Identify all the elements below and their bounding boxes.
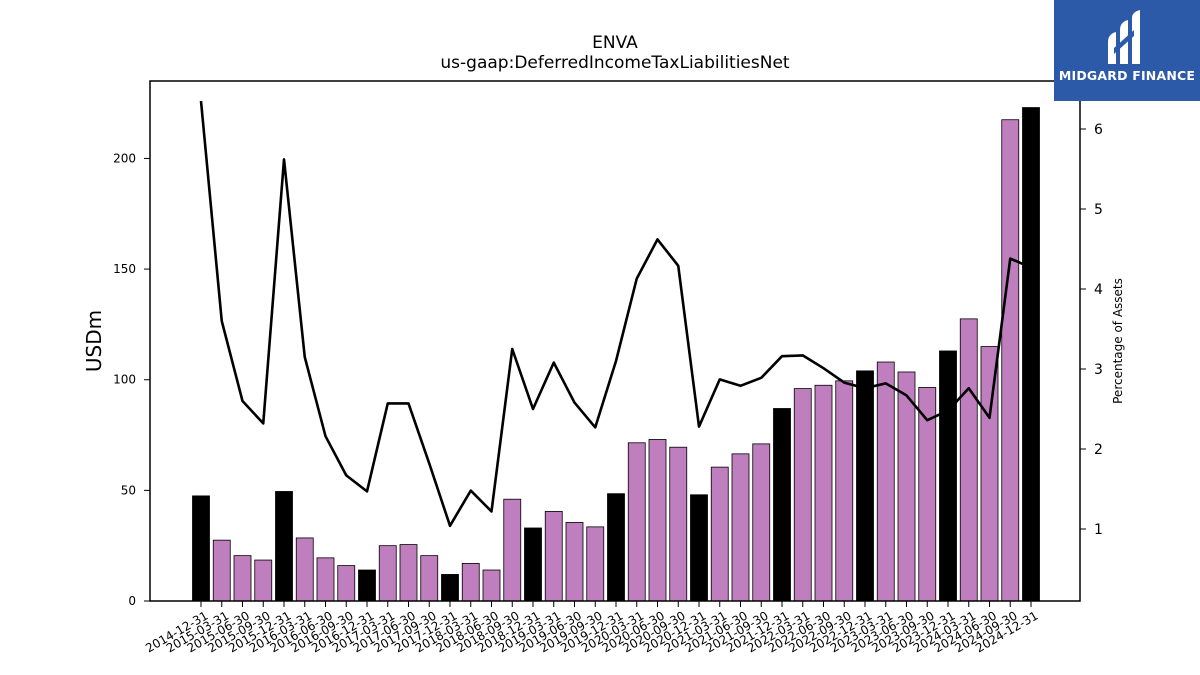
bar-quarterly xyxy=(586,526,605,602)
bar-annual xyxy=(773,408,791,602)
bar-annual xyxy=(939,350,957,602)
bar-quarterly xyxy=(731,453,750,602)
y-tick-label: 0 xyxy=(128,594,136,608)
y-axis-right: 1 2 3 4 5 6 xyxy=(1080,122,1103,538)
bar-annual xyxy=(524,527,542,602)
bar-quarterly xyxy=(710,466,729,602)
bar-annual xyxy=(856,370,874,602)
bar-quarterly xyxy=(627,442,646,602)
y-tick-label: 50 xyxy=(121,483,136,497)
y-axis-label: USDm xyxy=(82,310,106,372)
bar-annual xyxy=(607,493,625,602)
y2-tick-label: 5 xyxy=(1094,202,1103,218)
bar-annual xyxy=(275,491,293,602)
y-axis-left: 0 50 100 150 200 xyxy=(113,151,150,608)
bar-quarterly xyxy=(669,446,688,602)
bar-quarterly xyxy=(876,361,895,602)
bar-quarterly xyxy=(420,555,439,602)
bar-annual xyxy=(690,494,708,602)
chart-subtitle: us-gaap:DeferredIncomeTaxLiabilitiesNet xyxy=(440,53,790,73)
y2-tick-label: 6 xyxy=(1094,122,1103,138)
bar-quarterly xyxy=(233,555,252,602)
y-tick-label: 100 xyxy=(113,373,136,387)
bar-quarterly xyxy=(897,371,916,602)
bar-quarterly xyxy=(378,545,397,602)
bar-quarterly xyxy=(482,569,501,602)
y2-tick-label: 4 xyxy=(1094,282,1103,298)
bar-quarterly xyxy=(212,539,231,602)
y2-tick-label: 3 xyxy=(1094,362,1103,378)
bar-quarterly xyxy=(254,559,273,602)
bar-quarterly xyxy=(565,522,584,602)
bar-quarterly xyxy=(959,318,978,602)
y-tick-label: 150 xyxy=(113,262,136,276)
bar-quarterly xyxy=(399,544,418,602)
bar-quarterly xyxy=(503,498,522,602)
percentage-line xyxy=(199,100,1032,528)
bar-quarterly xyxy=(980,346,999,602)
line-series xyxy=(199,100,1032,528)
bar-annual xyxy=(441,574,459,602)
brand-logo: MIDGARD FINANCE xyxy=(1054,0,1200,101)
chart-title: ENVA xyxy=(592,33,638,53)
bar-quarterly xyxy=(295,537,314,602)
bar-quarterly xyxy=(835,380,854,602)
plot-frame xyxy=(149,80,1081,602)
bar-quarterly xyxy=(544,510,563,602)
logo-text: MIDGARD FINANCE xyxy=(1058,68,1196,83)
bar-quarterly xyxy=(648,439,667,602)
bar-quarterly xyxy=(316,557,335,602)
bar-quarterly xyxy=(814,384,833,602)
bar-annual xyxy=(192,495,210,602)
bar-quarterly xyxy=(337,565,356,602)
bar-quarterly xyxy=(1001,119,1020,602)
x-axis: 2014-12-312015-03-312015-06-302015-09-30… xyxy=(143,601,1041,655)
bar-quarterly xyxy=(752,443,771,602)
y2-axis-label: Percentage of Assets xyxy=(1111,278,1125,404)
logo-mark-icon xyxy=(1108,10,1140,64)
y-tick-label: 200 xyxy=(113,151,136,165)
bar-quarterly xyxy=(793,388,812,602)
y2-tick-label: 2 xyxy=(1094,442,1103,458)
bar-annual xyxy=(1022,107,1040,602)
bar-series xyxy=(192,107,1040,602)
bar-annual xyxy=(358,569,376,602)
y2-tick-label: 1 xyxy=(1094,522,1103,538)
bar-quarterly xyxy=(461,562,480,602)
